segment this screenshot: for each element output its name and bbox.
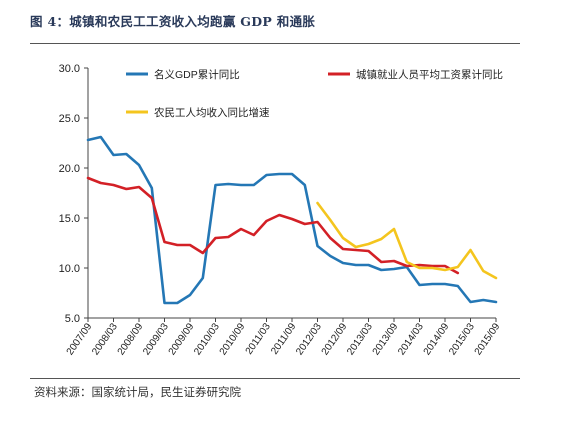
y-tick-label: 30.0 bbox=[59, 63, 80, 75]
title-rule bbox=[30, 43, 520, 44]
x-axis: 2007/092008/032008/092009/032009/092010/… bbox=[65, 317, 503, 357]
source-rule bbox=[30, 378, 520, 379]
source-note: 资料来源：国家统计局，民生证券研究院 bbox=[34, 385, 241, 399]
legend-label-2: 城镇就业人员平均工资累计同比 bbox=[356, 68, 503, 81]
series-line-1 bbox=[86, 135, 498, 305]
series-line-2 bbox=[86, 176, 460, 275]
figure-title: 图 4：城镇和农民工工资收入均跑赢 GDP 和通胀 bbox=[30, 14, 316, 29]
x-tick-label: 2011/03 bbox=[244, 321, 274, 357]
y-tick-label: 5.0 bbox=[65, 313, 80, 325]
x-tick-label: 2015/09 bbox=[473, 321, 503, 357]
y-tick-label: 15.0 bbox=[59, 213, 80, 225]
y-axis: 5.0 10.0 15.0 20.0 25.0 30.0 bbox=[59, 63, 89, 325]
series-lines bbox=[86, 135, 498, 305]
y-tick-label: 20.0 bbox=[59, 163, 80, 175]
series-line-3 bbox=[316, 201, 498, 280]
legend-label-3: 农民工人均收入同比增速 bbox=[154, 106, 270, 119]
y-tick-label: 10.0 bbox=[59, 263, 80, 275]
x-tick-label: 2010/09 bbox=[218, 321, 248, 357]
legend-label-1: 名义GDP累计同比 bbox=[154, 68, 240, 81]
y-tick-label: 25.0 bbox=[59, 113, 80, 125]
